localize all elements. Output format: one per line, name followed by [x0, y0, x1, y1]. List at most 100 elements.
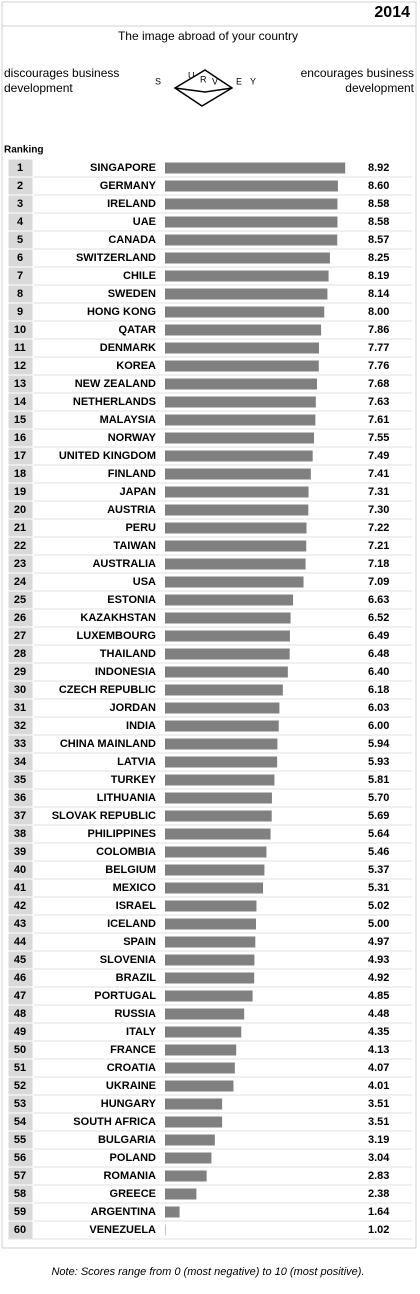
bar [165, 828, 271, 840]
rank: 42 [14, 900, 26, 912]
value-label: 8.60 [368, 180, 389, 192]
bar [165, 666, 288, 678]
category-label: NEW ZEALAND [75, 378, 156, 390]
category-label: UAE [133, 216, 156, 228]
category-label: PORTUGAL [94, 990, 156, 1002]
value-label: 5.69 [368, 810, 389, 822]
bar [165, 1026, 242, 1038]
bar [165, 252, 330, 264]
bar [165, 1134, 215, 1146]
bar [165, 468, 311, 480]
category-label: TURKEY [111, 774, 157, 786]
rank: 5 [17, 234, 23, 246]
category-label: CZECH REPUBLIC [59, 684, 156, 696]
logo-letter: V [212, 76, 218, 86]
rank: 17 [14, 450, 26, 462]
bar [165, 396, 316, 408]
value-label: 4.93 [368, 954, 389, 966]
rank: 26 [14, 612, 26, 624]
rank: 37 [14, 810, 26, 822]
rank: 34 [14, 756, 27, 768]
value-label: 7.18 [368, 558, 389, 570]
rank: 48 [14, 1008, 26, 1020]
rank: 2 [17, 180, 23, 192]
category-label: SWEDEN [108, 288, 156, 300]
value-label: 8.25 [368, 252, 389, 264]
value-label: 6.52 [368, 612, 389, 624]
category-label: BELGIUM [105, 864, 156, 876]
value-label: 4.35 [368, 1026, 389, 1038]
bar [165, 1080, 234, 1092]
ranking-label: Ranking [4, 145, 43, 156]
category-label: GREECE [110, 1188, 156, 1200]
value-label: 4.48 [368, 1008, 389, 1020]
category-label: TAIWAN [113, 540, 156, 552]
value-label: 7.21 [368, 540, 389, 552]
category-label: BRAZIL [116, 972, 157, 984]
rank: 30 [14, 684, 26, 696]
bar [165, 846, 267, 858]
category-label: MALAYSIA [100, 414, 156, 426]
value-label: 6.00 [368, 720, 389, 732]
category-label: QATAR [119, 324, 157, 336]
bar [165, 540, 307, 552]
logo-letter: R [200, 74, 207, 84]
rank: 23 [14, 558, 26, 570]
category-label: LUXEMBOURG [77, 630, 156, 642]
bar [165, 162, 346, 174]
value-label: 5.94 [368, 738, 390, 750]
rank: 16 [14, 432, 26, 444]
value-label: 7.31 [368, 486, 389, 498]
category-label: ITALY [126, 1026, 157, 1038]
category-label: NETHERLANDS [73, 396, 156, 408]
category-label: POLAND [110, 1152, 157, 1164]
bar [165, 504, 309, 516]
bar [165, 864, 265, 876]
value-label: 8.14 [368, 288, 390, 300]
rank: 7 [17, 270, 23, 282]
value-label: 7.09 [368, 576, 389, 588]
value-label: 7.30 [368, 504, 389, 516]
category-label: ARGENTINA [91, 1206, 156, 1218]
category-label: COLOMBIA [96, 846, 156, 858]
chart-title: The image abroad of your country [118, 29, 298, 43]
category-label: SLOVAK REPUBLIC [52, 810, 156, 822]
bar [165, 954, 255, 966]
category-label: UKRAINE [106, 1080, 156, 1092]
bar [165, 1116, 223, 1128]
bar [165, 306, 325, 318]
category-label: FRANCE [110, 1044, 156, 1056]
bar [165, 702, 280, 714]
category-label: PHILIPPINES [88, 828, 156, 840]
logo-letter: E [236, 76, 242, 86]
bar [165, 234, 338, 246]
rank: 15 [14, 414, 26, 426]
bar [165, 180, 338, 192]
value-label: 1.64 [368, 1206, 390, 1218]
rank: 43 [14, 918, 26, 930]
category-label: SWITZERLAND [76, 252, 156, 264]
value-label: 6.48 [368, 648, 389, 660]
category-label: USA [133, 576, 156, 588]
bar [165, 900, 257, 912]
category-label: BULGARIA [98, 1134, 156, 1146]
bar [165, 630, 290, 642]
category-label: CROATIA [107, 1062, 156, 1074]
value-label: 7.41 [368, 468, 389, 480]
value-label: 5.70 [368, 792, 389, 804]
value-label: 4.92 [368, 972, 389, 984]
rank: 4 [17, 216, 24, 228]
rank: 1 [17, 162, 23, 174]
rank: 10 [14, 324, 26, 336]
bar [165, 612, 291, 624]
bar [165, 918, 256, 930]
rank: 38 [14, 828, 26, 840]
bar [165, 684, 283, 696]
category-label: IRELAND [107, 198, 156, 210]
value-label: 4.01 [368, 1080, 389, 1092]
category-label: JAPAN [120, 486, 157, 498]
rank: 25 [14, 594, 26, 606]
rank: 35 [14, 774, 26, 786]
bar [165, 450, 313, 462]
rank: 21 [14, 522, 26, 534]
